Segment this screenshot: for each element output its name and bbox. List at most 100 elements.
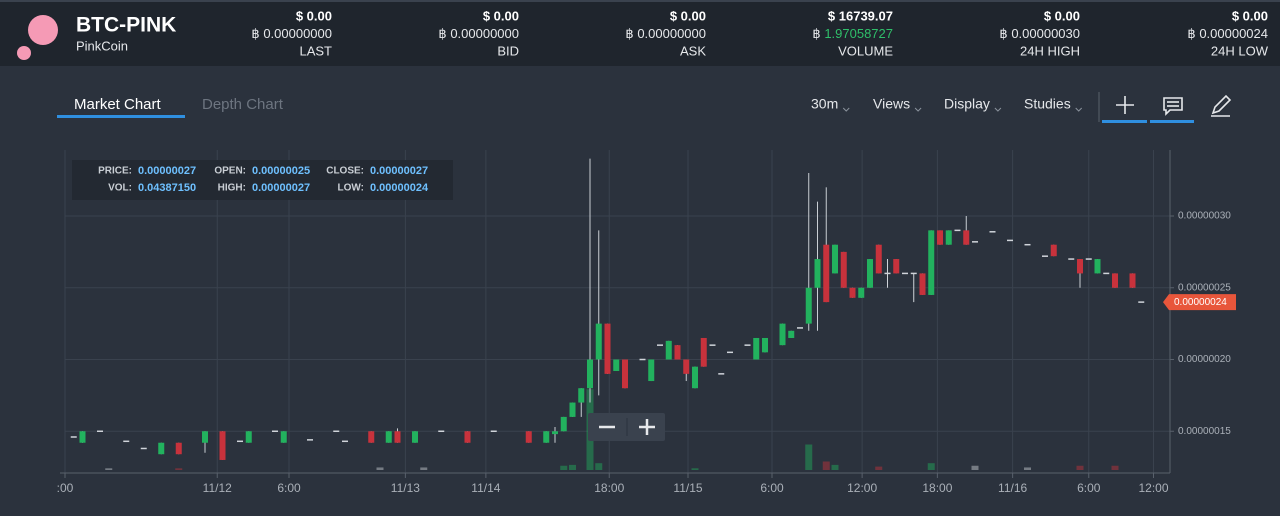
x-tick-label: 6:00 [760, 481, 784, 495]
candle-body [805, 287, 812, 324]
candle-body [779, 323, 786, 346]
button-underline [1102, 120, 1147, 123]
candle-body [858, 287, 865, 298]
candle-body [902, 272, 908, 275]
candle-body [762, 337, 768, 353]
tab-underline [57, 115, 185, 118]
candle-body [954, 229, 961, 232]
toolbar-item[interactable]: Views [873, 96, 910, 112]
candle-body [385, 431, 392, 443]
stat-btc-value: 0.00000000 [450, 26, 519, 41]
toolbar-item[interactable]: 30m [811, 96, 838, 112]
candle-body [744, 344, 751, 346]
info-value: 0.00000027 [138, 165, 196, 177]
volume-bar [1076, 465, 1084, 470]
candle-body [333, 430, 340, 433]
candle-body [464, 431, 471, 443]
stat-usd: $ 16739.07 [828, 8, 893, 23]
x-tick-label: 12:00 [847, 481, 877, 495]
stat-usd: $ 0.00 [483, 8, 519, 23]
candle-body [1112, 273, 1118, 288]
candle-body [832, 244, 838, 274]
candle-body [840, 251, 847, 288]
candle-body [884, 272, 891, 275]
stat-btc: ฿ 0.00000000 [438, 26, 519, 41]
info-label: OPEN: [214, 166, 246, 177]
candle-body [893, 259, 900, 274]
stat-usd: $ 0.00 [1232, 8, 1268, 23]
candle-body [727, 351, 733, 354]
x-tick-label: 6:00 [277, 481, 301, 495]
candle-body [709, 344, 716, 346]
zoom-in[interactable] [639, 419, 655, 435]
stat-currency: ฿ [999, 26, 1007, 41]
info-label: PRICE: [98, 166, 132, 177]
candle-body [245, 431, 252, 443]
volume-bar [595, 463, 603, 470]
stat-usd: $ 0.00 [296, 8, 332, 23]
volume-bar [1111, 465, 1119, 470]
button-underline [1150, 120, 1194, 123]
stat-currency: ฿ [251, 26, 259, 41]
candle-body [823, 244, 830, 303]
volume-bar [560, 465, 568, 470]
candle-body [525, 431, 532, 443]
volume-bar [805, 444, 813, 470]
candle-body [307, 439, 313, 441]
candle-body [1050, 244, 1057, 257]
candle-body [665, 340, 672, 360]
candle-body [587, 359, 593, 389]
candle-body [849, 287, 856, 298]
draw-button[interactable] [1211, 94, 1232, 117]
candle-body [683, 359, 690, 374]
candle-body [1094, 259, 1101, 274]
toolbar-item[interactable]: Display [944, 96, 990, 112]
tab-market[interactable]: Market Chart [74, 96, 162, 113]
price-marker [1163, 294, 1236, 311]
candle-body [972, 241, 978, 243]
stat-btc: ฿ 0.00000000 [251, 26, 332, 41]
plot: 0.00000015 0.00000020 0.00000025 0.00000030… [57, 150, 1236, 495]
volume-bar [1024, 467, 1031, 470]
stat-btc: ฿ 0.00000000 [625, 26, 706, 41]
volume-bar [420, 467, 428, 470]
price-marker-label: 0.00000024 [1174, 297, 1227, 308]
candle-body [1068, 258, 1075, 260]
info-value: 0.00000025 [252, 165, 310, 177]
candle-body [140, 447, 147, 450]
x-tick-label: :00 [57, 481, 74, 495]
candle-body [342, 440, 348, 443]
candle-body [648, 359, 655, 382]
stat-label: ASK [680, 43, 706, 58]
info-value: 0.00000024 [370, 182, 429, 194]
candle-body [123, 440, 130, 443]
candle-body [1007, 239, 1013, 242]
candle-body [867, 259, 873, 288]
candle-body [945, 230, 952, 245]
candle-body [394, 431, 401, 443]
crosshair-button[interactable] [1116, 96, 1134, 114]
info-label: CLOSE: [326, 166, 364, 177]
x-tick-label: 18:00 [594, 481, 624, 495]
info-panel [72, 160, 453, 200]
candle-body [700, 337, 707, 367]
comment-button[interactable] [1163, 97, 1183, 116]
stat-btc: ฿ 0.00000024 [1187, 26, 1268, 41]
candle-body [595, 323, 602, 360]
candle-body [97, 430, 103, 433]
candle-body [1077, 259, 1083, 274]
candle-body [70, 436, 77, 438]
info-label: LOW: [338, 183, 364, 194]
stat-label: LAST [299, 43, 332, 58]
x-tick-label: 11/12 [203, 481, 232, 495]
toolbar-item[interactable]: Studies [1024, 96, 1071, 112]
candle-body [1103, 272, 1110, 275]
pair-title: BTC-PINK [76, 14, 176, 37]
candle-body [718, 373, 725, 375]
stats: $ 0.00 ฿ 0.00000000 LAST $ 0.00 ฿ 0.00000000… [251, 8, 1268, 58]
candle-body [438, 430, 445, 433]
logo-dot [17, 46, 31, 60]
tab-depth[interactable]: Depth Chart [202, 96, 284, 113]
volume-bar [376, 467, 384, 470]
top-edge [0, 0, 1280, 2]
